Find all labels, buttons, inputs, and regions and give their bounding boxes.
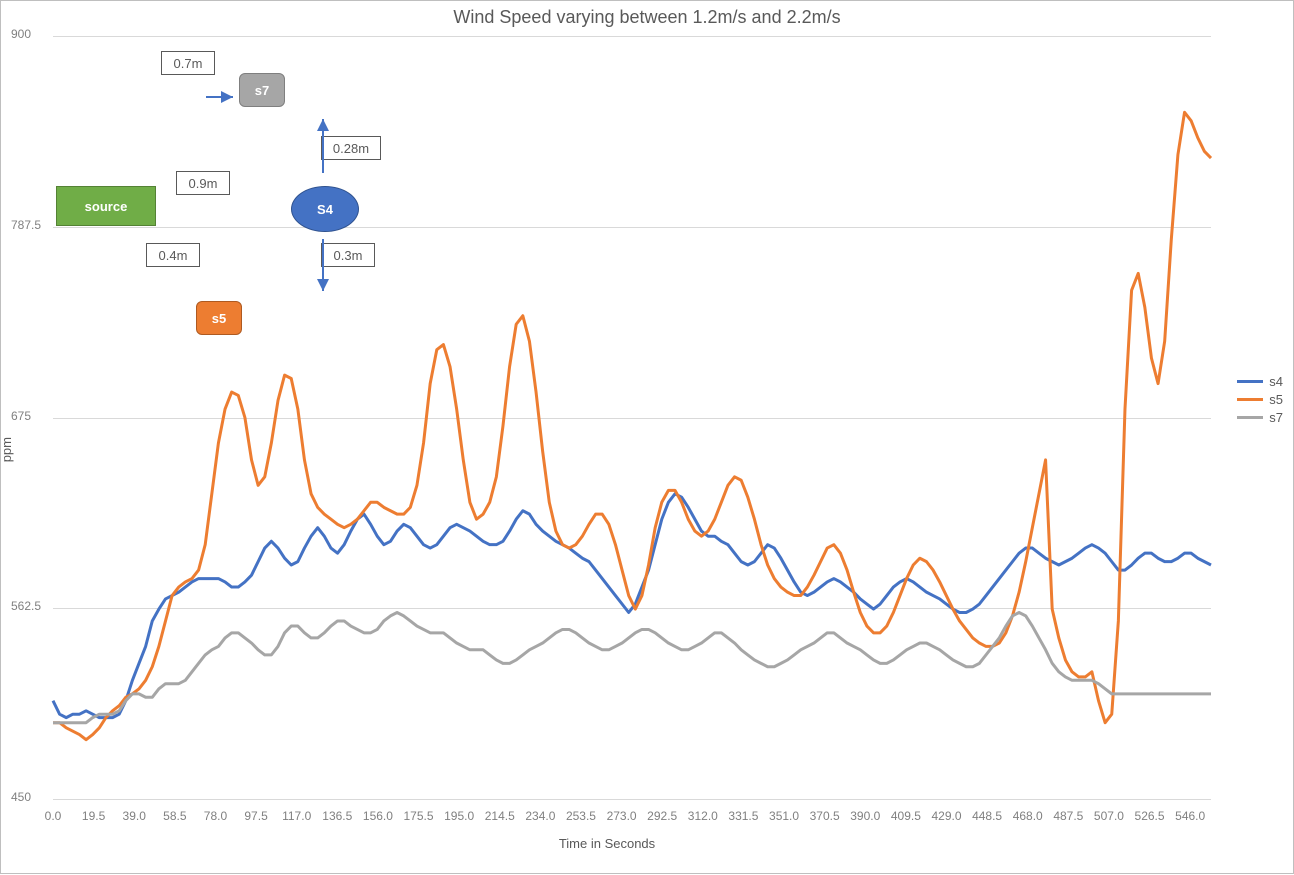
dimension-label: 0.9m (176, 171, 230, 195)
series-s5 (53, 112, 1211, 739)
diagram-node-s4: S4 (291, 186, 359, 232)
series-s7 (53, 612, 1211, 722)
diagram-node-source: source (56, 186, 156, 226)
chart-svg (1, 1, 1294, 875)
dimension-label: 0.3m (321, 243, 375, 267)
dimension-label: 0.7m (161, 51, 215, 75)
dimension-label: 0.28m (321, 136, 381, 160)
diagram-node-s5: s5 (196, 301, 242, 335)
diagram-node-s7: s7 (239, 73, 285, 107)
chart-container: Wind Speed varying between 1.2m/s and 2.… (0, 0, 1294, 874)
dimension-label: 0.4m (146, 243, 200, 267)
